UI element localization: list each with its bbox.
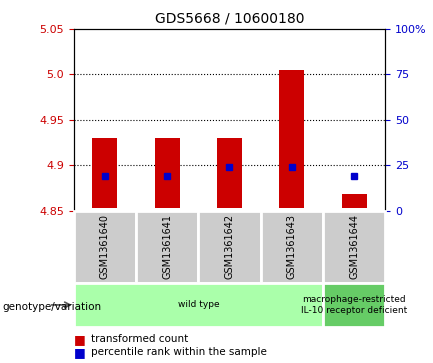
Text: percentile rank within the sample: percentile rank within the sample [91, 347, 267, 357]
Bar [155, 138, 180, 208]
Text: transformed count: transformed count [91, 334, 188, 344]
Bar [279, 70, 304, 208]
Title: GDS5668 / 10600180: GDS5668 / 10600180 [155, 11, 304, 25]
FancyBboxPatch shape [323, 283, 385, 327]
Text: GSM1361640: GSM1361640 [100, 214, 110, 280]
Text: GSM1361643: GSM1361643 [287, 214, 297, 280]
Text: ■: ■ [74, 346, 85, 359]
Text: wild type: wild type [178, 301, 219, 309]
Text: GSM1361644: GSM1361644 [349, 214, 359, 280]
Bar [217, 138, 242, 208]
Bar [92, 138, 117, 208]
Text: genotype/variation: genotype/variation [2, 302, 101, 312]
FancyBboxPatch shape [261, 211, 323, 283]
Text: ■: ■ [74, 333, 85, 346]
Text: GSM1361642: GSM1361642 [224, 214, 235, 280]
FancyBboxPatch shape [74, 283, 323, 327]
FancyBboxPatch shape [136, 211, 198, 283]
Text: GSM1361641: GSM1361641 [162, 214, 172, 280]
FancyBboxPatch shape [198, 211, 261, 283]
FancyBboxPatch shape [323, 211, 385, 283]
FancyBboxPatch shape [74, 211, 136, 283]
Text: macrophage-restricted
IL-10 receptor deficient: macrophage-restricted IL-10 receptor def… [301, 295, 407, 315]
Bar [342, 194, 367, 208]
